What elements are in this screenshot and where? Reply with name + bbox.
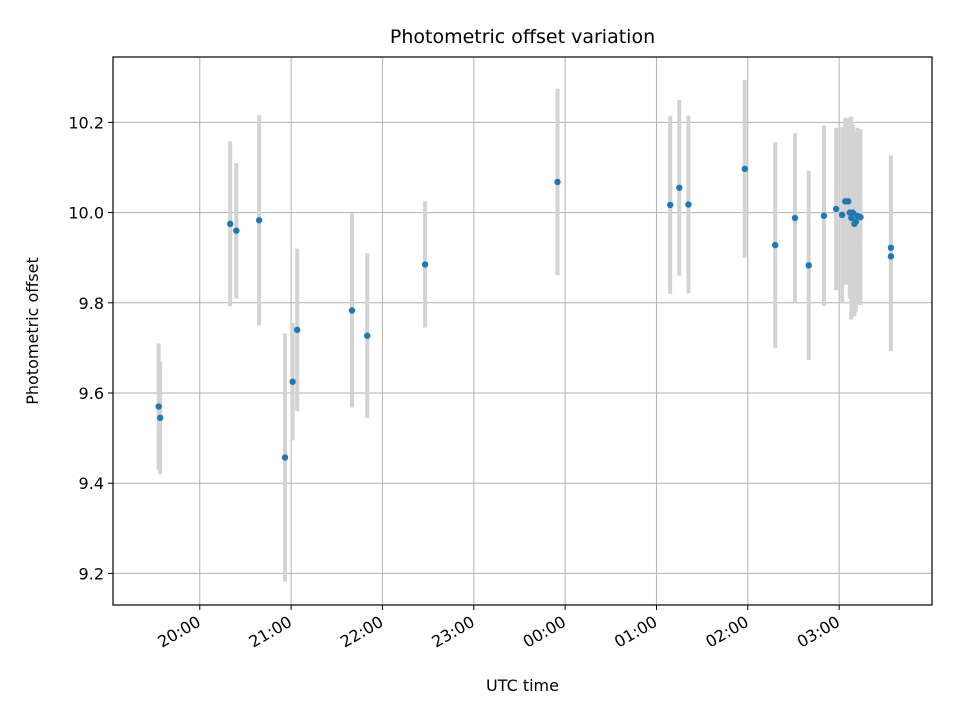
data-point bbox=[421, 261, 429, 268]
x-tick-label: 21:00 bbox=[246, 612, 295, 652]
y-tick-label: 9.2 bbox=[79, 564, 104, 583]
x-tick-label: 20:00 bbox=[154, 612, 203, 652]
data-point bbox=[887, 244, 895, 251]
data-point bbox=[156, 414, 164, 422]
x-tick-label: 22:00 bbox=[337, 612, 386, 652]
x-axis-title: UTC time bbox=[486, 676, 559, 695]
data-point bbox=[666, 201, 674, 209]
data-point bbox=[772, 241, 779, 249]
data-point bbox=[848, 214, 855, 222]
data-point bbox=[255, 217, 263, 224]
plot-frame bbox=[112, 56, 933, 606]
x-axis: 20:00 21:00 22:00 23:00 00:00 01:00 02:00 03:00 bbox=[154, 605, 843, 652]
data-point bbox=[741, 165, 748, 173]
data-points bbox=[155, 165, 895, 461]
y-tick-label: 10.0 bbox=[68, 204, 104, 223]
x-tick-label: 02:00 bbox=[702, 612, 751, 652]
data-point bbox=[227, 220, 234, 228]
data-point bbox=[348, 307, 356, 314]
error-bars bbox=[156, 80, 893, 582]
data-point bbox=[155, 403, 162, 410]
data-point bbox=[281, 454, 289, 461]
data-point bbox=[857, 213, 864, 221]
data-point bbox=[845, 198, 852, 205]
y-tick-label: 10.2 bbox=[68, 113, 104, 132]
data-point bbox=[805, 262, 812, 269]
data-point bbox=[364, 332, 371, 339]
data-point bbox=[849, 209, 857, 216]
data-point bbox=[293, 326, 301, 334]
y-tick-label: 9.4 bbox=[79, 474, 104, 493]
data-point bbox=[289, 378, 296, 385]
data-point bbox=[820, 212, 828, 219]
data-point bbox=[554, 178, 561, 186]
y-tick-label: 9.6 bbox=[79, 384, 104, 403]
y-tick-label: 9.8 bbox=[79, 294, 104, 313]
data-point bbox=[685, 201, 692, 208]
x-tick-label: 23:00 bbox=[428, 612, 477, 652]
y-axis: 9.2 9.4 9.6 9.8 10.0 10.2 bbox=[68, 113, 113, 583]
x-tick-label: 00:00 bbox=[520, 612, 569, 652]
x-tick-label: 01:00 bbox=[611, 612, 660, 652]
data-point bbox=[233, 227, 240, 234]
data-point bbox=[838, 211, 846, 219]
chart-title: Photometric offset variation bbox=[390, 26, 655, 48]
data-point bbox=[887, 253, 895, 260]
data-point bbox=[852, 218, 860, 225]
data-point bbox=[832, 205, 840, 213]
data-point bbox=[676, 184, 683, 191]
x-tick-label: 03:00 bbox=[794, 612, 843, 652]
y-axis-title: Photometric offset bbox=[23, 257, 42, 405]
data-point bbox=[791, 214, 799, 222]
